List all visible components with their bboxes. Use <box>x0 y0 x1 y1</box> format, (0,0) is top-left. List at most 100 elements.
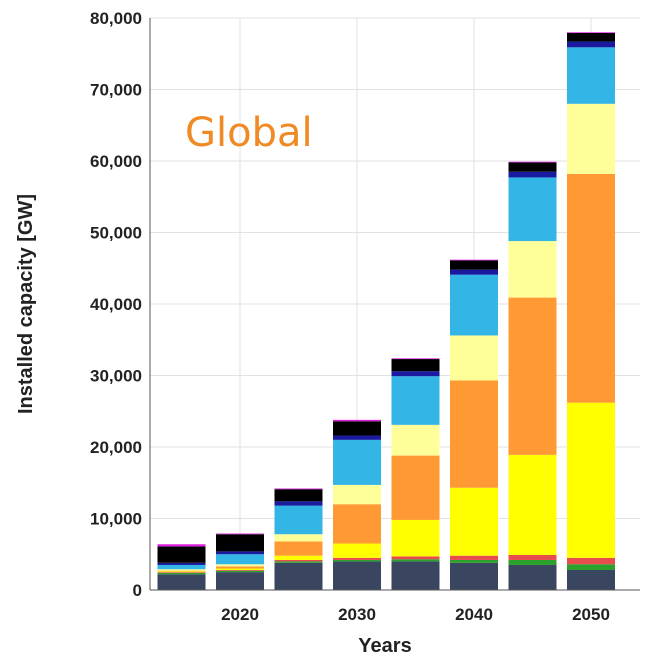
bar-segment-2040-s7 <box>450 269 498 275</box>
bar-segment-2030-s5 <box>333 484 381 505</box>
bar-segment-2050-s8 <box>567 33 615 42</box>
bar-segment-2040-s6 <box>450 274 498 336</box>
bar-segment-2030-s7 <box>333 435 381 440</box>
y-tick-label: 70,000 <box>90 81 142 100</box>
bar-segment-2030-s9 <box>333 419 381 422</box>
bar-segment-2040-s5 <box>450 335 498 381</box>
bar-segment-2020-s7 <box>216 551 264 555</box>
bar-segment-2040-s3 <box>450 487 498 556</box>
bars <box>157 32 615 590</box>
bar-segment-2025-s9 <box>274 488 323 490</box>
bar-segment-2045-s8 <box>508 162 557 172</box>
bar-segment-2050-s7 <box>567 41 615 48</box>
bar-segment-2045-s1 <box>508 559 557 565</box>
y-tick-labels: 0 10,000 20,000 30,000 40,000 50,000 60,000 70,… <box>90 9 142 600</box>
bar-segment-2050-s3 <box>567 402 615 558</box>
bar-segment-2025-s3 <box>274 555 323 560</box>
bar-segment-2025-s2 <box>274 559 323 562</box>
x-tick-labels: 2020 2030 2040 2050 <box>221 605 610 624</box>
bar-segment-2030-s4 <box>333 504 381 544</box>
x-tick-label: 2040 <box>455 605 493 624</box>
bar-segment-2035-s0 <box>391 561 440 590</box>
bar-segment-2015-s0 <box>157 574 206 590</box>
bar-segment-2020-s2 <box>216 569 264 571</box>
bar-segment-2040-s8 <box>450 260 498 270</box>
y-axis-label: Installed capacity [GW] <box>15 194 37 414</box>
bar-segment-2045-s7 <box>508 171 557 178</box>
bar-segment-2050-s0 <box>567 569 615 590</box>
y-tick-label: 40,000 <box>90 295 142 314</box>
bar-segment-2040-s4 <box>450 380 498 488</box>
bar-segment-2035-s9 <box>391 358 440 360</box>
bar-segment-2025-s0 <box>274 562 323 590</box>
bar-segment-2020-s8 <box>216 534 264 552</box>
x-axis-label: Years <box>358 635 411 657</box>
bar-segment-2040-s0 <box>450 562 498 590</box>
bar-segment-2025-s6 <box>274 505 323 535</box>
y-tick-label: 20,000 <box>90 438 142 457</box>
bar-segment-2020-s4 <box>216 566 264 569</box>
bar-segment-2025-s5 <box>274 534 323 542</box>
y-tick-label: 10,000 <box>90 510 142 529</box>
bar-segment-2035-s8 <box>391 359 440 372</box>
bar-segment-2015-s8 <box>157 546 206 563</box>
bar-segment-2035-s4 <box>391 455 440 520</box>
bar-segment-2020-s3 <box>216 568 264 570</box>
bar-segment-2025-s8 <box>274 489 323 502</box>
bar-segment-2025-s4 <box>274 541 323 556</box>
bar-segment-2050-s4 <box>567 173 615 403</box>
bar-segment-2050-s5 <box>567 103 615 174</box>
y-tick-label: 80,000 <box>90 9 142 28</box>
bar-segment-2015-s6 <box>157 564 206 570</box>
y-tick-label: 60,000 <box>90 152 142 171</box>
bar-segment-2040-s9 <box>450 259 498 261</box>
bar-segment-2030-s8 <box>333 421 381 436</box>
bar-segment-2040-s2 <box>450 555 498 560</box>
bar-segment-2035-s6 <box>391 376 440 425</box>
bar-segment-2035-s7 <box>391 371 440 377</box>
bar-segment-2045-s4 <box>508 297 557 455</box>
bar-segment-2050-s1 <box>567 564 615 570</box>
bar-segment-2015-s3 <box>157 571 206 573</box>
bar-segment-2015-s9 <box>157 544 206 547</box>
bar-segment-2035-s3 <box>391 519 440 557</box>
bar-segment-2030-s0 <box>333 561 381 590</box>
bar-segment-2015-s7 <box>157 562 206 565</box>
bar-segment-2045-s2 <box>508 554 557 560</box>
bar-segment-2015-s2 <box>157 572 206 573</box>
bar-segment-2045-s3 <box>508 454 557 555</box>
bar-segment-2020-s5 <box>216 564 264 567</box>
bar-segment-2015-s4 <box>157 570 206 572</box>
bar-segment-2045-s0 <box>508 564 557 590</box>
bar-segment-2045-s6 <box>508 177 557 242</box>
x-tick-label: 2020 <box>221 605 259 624</box>
bar-segment-2015-s5 <box>157 569 206 571</box>
chart-annotation: Global <box>185 110 313 156</box>
bar-segment-2020-s1 <box>216 570 264 573</box>
bar-segment-2030-s1 <box>333 559 381 562</box>
bar-segment-2025-s7 <box>274 501 323 506</box>
bar-segment-2050-s9 <box>567 32 615 34</box>
y-tick-label: 0 <box>133 581 142 600</box>
x-tick-label: 2030 <box>338 605 376 624</box>
bar-segment-2020-s0 <box>216 572 264 590</box>
bar-segment-2050-s2 <box>567 557 615 565</box>
x-tick-label: 2050 <box>572 605 610 624</box>
bar-segment-2040-s1 <box>450 559 498 563</box>
bar-segment-2035-s5 <box>391 424 440 456</box>
bar-segment-2030-s2 <box>333 557 381 560</box>
bar-segment-2050-s6 <box>567 47 615 104</box>
bar-segment-2020-s6 <box>216 554 264 565</box>
bar-segment-2015-s1 <box>157 572 206 575</box>
y-tick-label: 50,000 <box>90 224 142 243</box>
bar-segment-2030-s3 <box>333 543 381 558</box>
bar-segment-2045-s5 <box>508 241 557 298</box>
bar-segment-2035-s1 <box>391 559 440 562</box>
bar-segment-2020-s9 <box>216 533 264 535</box>
bar-segment-2045-s9 <box>508 161 557 163</box>
bar-segment-2025-s1 <box>274 561 323 563</box>
bar-segment-2035-s2 <box>391 556 440 560</box>
y-tick-label: 30,000 <box>90 367 142 386</box>
bar-segment-2030-s6 <box>333 439 381 485</box>
